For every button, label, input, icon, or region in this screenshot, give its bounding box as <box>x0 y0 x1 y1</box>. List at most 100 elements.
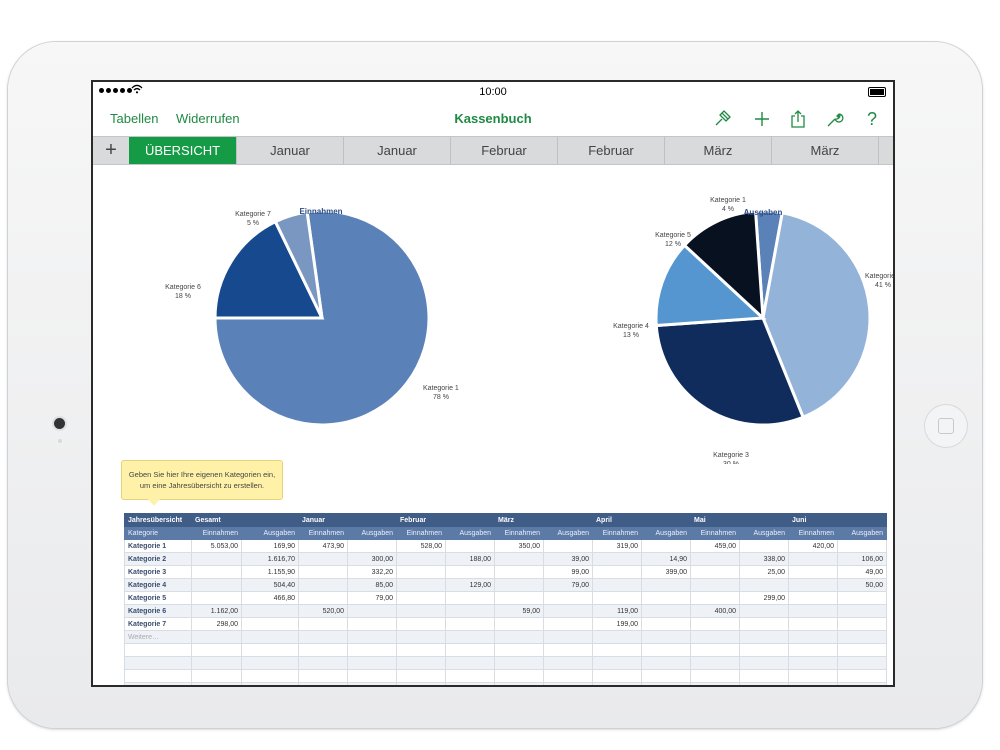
table-cell[interactable] <box>191 656 242 670</box>
table-cell[interactable] <box>191 682 242 685</box>
table-cell[interactable] <box>347 643 397 657</box>
table-cell[interactable] <box>445 643 495 657</box>
table-cell[interactable] <box>690 682 740 685</box>
table-cell[interactable]: Einnahmen <box>494 526 544 540</box>
table-cell[interactable] <box>543 682 593 685</box>
help-icon[interactable]: ? <box>866 108 877 129</box>
table-cell[interactable] <box>641 591 691 605</box>
table-cell[interactable] <box>298 630 348 644</box>
annual-summary-table[interactable]: Jahresübersicht Gesamt Januar Februar März Ap… <box>124 513 887 685</box>
table-cell[interactable] <box>739 604 789 618</box>
table-cell[interactable] <box>690 669 740 683</box>
table-cell[interactable] <box>191 643 242 657</box>
table-cell[interactable] <box>347 669 397 683</box>
pie-slice-3[interactable] <box>273 210 324 319</box>
table-cell[interactable] <box>445 630 495 644</box>
table-cell[interactable] <box>592 565 642 579</box>
table-cell[interactable]: Ausgaben <box>739 526 789 540</box>
table-cell[interactable] <box>494 682 544 685</box>
table-cell[interactable] <box>690 591 740 605</box>
table-cell[interactable]: 59,00 <box>494 604 544 618</box>
table-cell[interactable] <box>396 656 446 670</box>
table-cell[interactable]: 504,40 <box>241 578 299 592</box>
table-cell[interactable] <box>543 617 593 631</box>
table-cell[interactable]: Einnahmen <box>592 526 642 540</box>
tab-februar-2[interactable]: Februar <box>558 137 665 164</box>
category-cell[interactable]: Kategorie 3 <box>124 565 192 579</box>
table-cell[interactable]: 50,00 <box>837 578 887 592</box>
table-cell[interactable] <box>396 604 446 618</box>
table-cell[interactable] <box>347 617 397 631</box>
pie-slice-2[interactable] <box>213 219 325 320</box>
table-cell[interactable] <box>592 669 642 683</box>
table-cell[interactable] <box>641 682 691 685</box>
table-cell[interactable] <box>445 539 495 553</box>
table-cell[interactable] <box>788 682 838 685</box>
add-sheet-icon[interactable]: + <box>105 139 117 161</box>
table-cell[interactable] <box>641 630 691 644</box>
table-cell[interactable] <box>739 682 789 685</box>
table-cell[interactable] <box>347 539 397 553</box>
table-cell[interactable] <box>739 578 789 592</box>
table-cell[interactable]: 99,00 <box>543 565 593 579</box>
table-cell[interactable] <box>788 669 838 683</box>
table-cell[interactable] <box>690 630 740 644</box>
table-cell[interactable] <box>298 643 348 657</box>
table-cell[interactable] <box>788 565 838 579</box>
table-cell[interactable] <box>191 552 242 566</box>
table-cell[interactable] <box>445 591 495 605</box>
table-cell[interactable] <box>641 513 691 527</box>
table-cell[interactable] <box>837 656 887 670</box>
table-cell[interactable]: Ausgaben <box>543 526 593 540</box>
table-cell[interactable] <box>494 591 544 605</box>
table-cell[interactable] <box>788 578 838 592</box>
table-cell[interactable] <box>445 513 495 527</box>
table-cell[interactable]: 1.616,70 <box>241 552 299 566</box>
table-cell[interactable]: 199,00 <box>592 617 642 631</box>
table-cell[interactable] <box>592 552 642 566</box>
table-cell[interactable] <box>298 669 348 683</box>
table-cell[interactable] <box>543 669 593 683</box>
category-cell[interactable]: Weitere… <box>124 630 192 644</box>
table-cell[interactable] <box>298 578 348 592</box>
table-cell[interactable] <box>641 656 691 670</box>
table-cell[interactable] <box>592 643 642 657</box>
table-cell[interactable]: 350,00 <box>494 539 544 553</box>
table-cell[interactable] <box>739 656 789 670</box>
pie-slice-3[interactable] <box>654 316 806 427</box>
table-cell[interactable] <box>543 643 593 657</box>
table-cell[interactable] <box>445 617 495 631</box>
home-button[interactable] <box>924 404 968 448</box>
table-cell[interactable] <box>592 656 642 670</box>
table-cell[interactable]: 188,00 <box>445 552 495 566</box>
table-cell[interactable] <box>837 643 887 657</box>
category-cell[interactable]: Kategorie 1 <box>124 539 192 553</box>
category-cell[interactable] <box>124 643 192 657</box>
tab-februar[interactable]: Februar <box>451 137 558 164</box>
table-cell[interactable]: 106,00 <box>837 552 887 566</box>
table-cell[interactable] <box>690 565 740 579</box>
table-cell[interactable] <box>494 578 544 592</box>
table-cell[interactable] <box>396 682 446 685</box>
table-cell[interactable] <box>837 630 887 644</box>
tables-button[interactable]: Tabellen <box>110 111 159 126</box>
table-cell[interactable] <box>298 565 348 579</box>
table-cell[interactable] <box>739 617 789 631</box>
category-cell[interactable] <box>124 669 192 683</box>
table-cell[interactable] <box>347 630 397 644</box>
wrench-icon[interactable] <box>822 106 848 132</box>
table-cell[interactable]: 466,80 <box>241 591 299 605</box>
table-cell[interactable] <box>543 513 593 527</box>
table-cell[interactable]: 459,00 <box>690 539 740 553</box>
table-cell[interactable] <box>445 604 495 618</box>
table-cell[interactable] <box>641 669 691 683</box>
table-cell[interactable]: 119,00 <box>592 604 642 618</box>
table-cell[interactable] <box>543 604 593 618</box>
table-cell[interactable] <box>298 656 348 670</box>
table-cell[interactable] <box>592 591 642 605</box>
table-cell[interactable] <box>241 682 299 685</box>
table-cell[interactable]: Juni <box>788 513 838 527</box>
table-cell[interactable] <box>445 682 495 685</box>
table-cell[interactable] <box>191 578 242 592</box>
table-cell[interactable] <box>396 565 446 579</box>
